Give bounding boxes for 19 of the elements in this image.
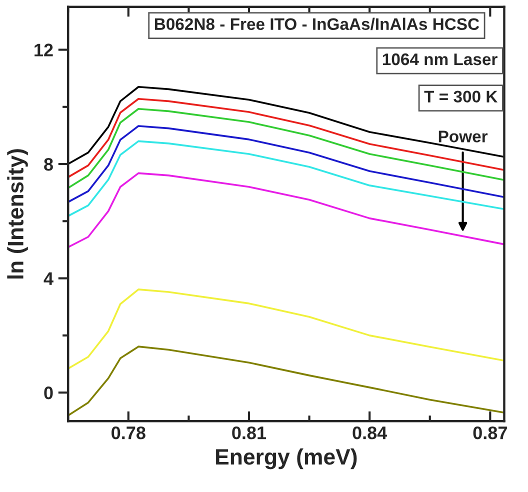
y-axis-title: ln (Intensity) xyxy=(7,149,28,279)
line-series xyxy=(68,125,504,203)
x-tick-label: 0.81 xyxy=(232,426,266,440)
x-axis-title: Energy (meV) xyxy=(216,448,357,470)
y-tick-label: 0 xyxy=(44,386,53,400)
annotation: B062N8 - Free ITO - InGaAs/InAlAs HCSC xyxy=(154,18,480,30)
y-tick-label: 8 xyxy=(44,158,53,171)
x-tick-label: 0.78 xyxy=(112,426,146,440)
line-series xyxy=(68,108,504,189)
line-series xyxy=(68,346,504,416)
annotation: 1064 nm Laser xyxy=(382,53,498,66)
annotation: T = 300 K xyxy=(424,90,498,103)
annotation: Power xyxy=(438,130,488,142)
y-tick-label: 12 xyxy=(34,44,53,56)
x-tick-label: 0.84 xyxy=(352,426,388,440)
line-series xyxy=(68,288,504,370)
y-tick-label: 4 xyxy=(44,272,54,285)
x-tick-label: 0.87 xyxy=(473,426,507,440)
line-series xyxy=(68,172,504,248)
